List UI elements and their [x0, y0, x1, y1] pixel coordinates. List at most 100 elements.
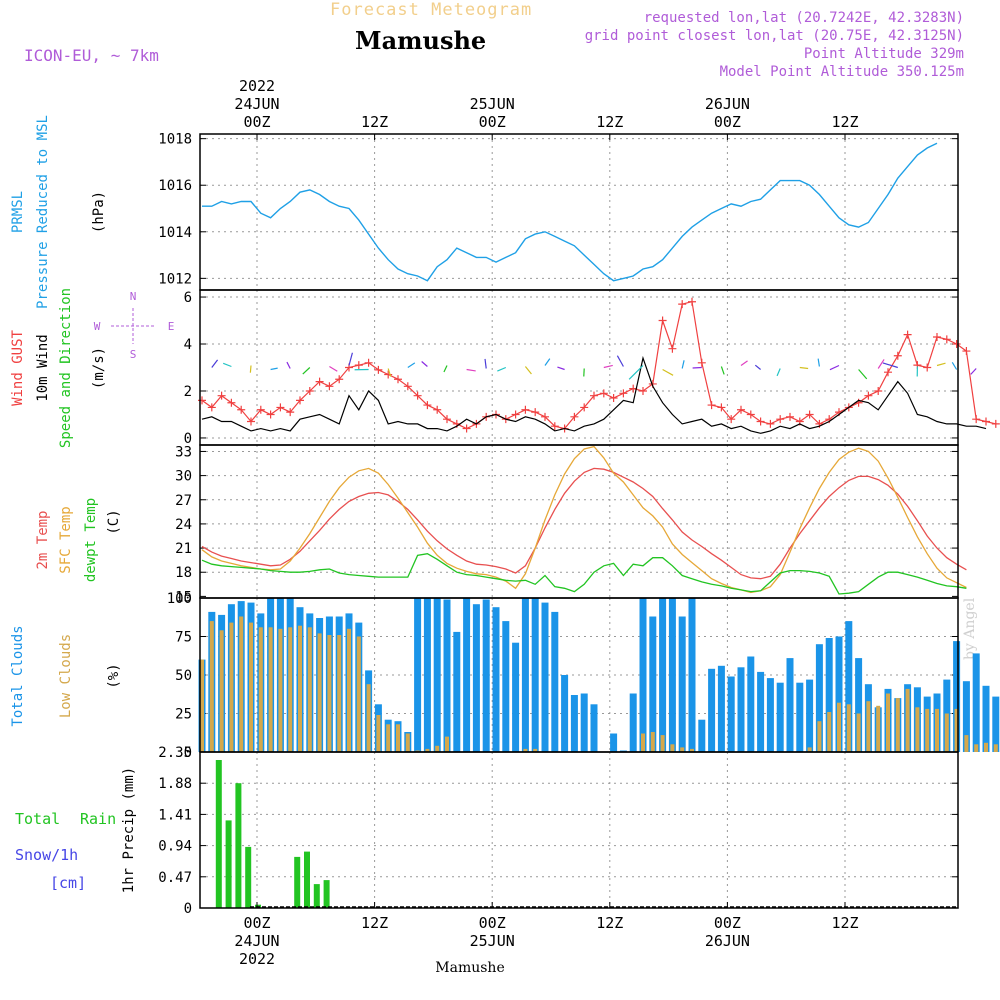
total-cloud-bar: [786, 658, 794, 752]
low-cloud-bar: [229, 622, 234, 752]
total-cloud-bar: [737, 667, 745, 752]
wind-direction-arrow: [681, 360, 685, 369]
top-time-label: 00Z: [714, 113, 741, 131]
wind-direction-arrow: [544, 358, 551, 366]
low-cloud-bar: [337, 635, 342, 752]
low-cloud-bar: [964, 735, 969, 752]
compass-west: W: [94, 320, 101, 333]
total-cloud-bar: [649, 616, 657, 752]
y-tick-label: 24: [175, 517, 192, 533]
gust-point: [276, 403, 285, 412]
wind-direction-arrow: [662, 368, 674, 376]
wind-direction-arrow: [329, 365, 338, 372]
gust-point: [982, 417, 990, 426]
low-cloud-bar: [219, 630, 224, 752]
low-cloud-bar: [827, 712, 832, 752]
top-time-label: 12Z: [596, 113, 623, 131]
wind-direction-arrow: [407, 362, 416, 369]
bottom-time-label: 00Z: [714, 914, 741, 932]
y-tick-label: 1.41: [158, 807, 192, 823]
gust-point: [413, 391, 422, 400]
sfc-line: [201, 445, 967, 594]
total-cloud-bar: [717, 665, 725, 752]
panel-frame-wind: [199, 289, 959, 446]
wind-direction-arrow: [603, 364, 613, 369]
compass-south: S: [130, 348, 137, 361]
low-cloud-bar: [533, 748, 538, 752]
wind-direction-arrow: [799, 366, 809, 370]
low-cloud-bar: [366, 684, 371, 752]
model-point-altitude: Model Point Altitude 350.125m: [719, 64, 964, 80]
total-cloud-bar: [845, 621, 853, 752]
y-tick-label: 21: [175, 541, 192, 557]
rain-label: Rain: [80, 810, 116, 828]
gust-point: [305, 386, 314, 395]
wind-direction-arrow: [557, 366, 565, 371]
y-tick-label: 2: [184, 384, 192, 400]
total-cloud-bar: [659, 598, 667, 752]
bottom-time-label: 24JUN: [234, 932, 279, 950]
total-cloud-bar: [561, 675, 569, 752]
gust-point: [286, 408, 295, 417]
compass-north: N: [130, 290, 137, 303]
t2m-line: [201, 467, 967, 580]
total-cloud-bar: [590, 704, 598, 752]
gust-point: [462, 424, 471, 433]
gust-point: [364, 358, 373, 367]
wind-direction-arrow: [951, 361, 958, 370]
total-cloud-bar: [766, 678, 774, 752]
low-clouds-label: Low Clouds: [58, 634, 74, 718]
y-tick-label: 0.94: [158, 839, 192, 855]
y-tick-label: 0: [184, 901, 192, 917]
gust-point: [394, 375, 402, 384]
gust-point: [256, 405, 265, 414]
y-tick-label: 1018: [158, 132, 192, 148]
model-label: ICON-EU, ~ 7km: [24, 46, 159, 65]
low-cloud-bar: [435, 745, 440, 752]
top-time-label: 24JUN: [234, 95, 279, 113]
total-cloud-bar: [835, 636, 843, 752]
gust-point: [423, 401, 432, 410]
low-cloud-bar: [396, 724, 400, 752]
low-cloud-bar: [993, 744, 998, 752]
total-cloud-bar: [972, 653, 980, 752]
low-cloud-bar: [807, 747, 812, 752]
top-time-label: 25JUN: [470, 95, 515, 113]
total-cloud-bar: [610, 733, 618, 752]
y-tick-label: 0: [184, 431, 192, 447]
low-cloud-bar: [670, 744, 675, 752]
snow-label: Snow/1h: [15, 846, 78, 864]
gust-point: [207, 403, 216, 412]
total-cloud-bar: [825, 638, 833, 752]
precip-unit: 1hr Precip (mm): [121, 767, 137, 893]
wind-direction-arrow: [443, 365, 448, 373]
total-cloud-bar: [541, 602, 549, 752]
t2m-label: 2m Temp: [35, 510, 51, 569]
gust-point: [942, 335, 951, 344]
wind-direction-arrow: [348, 352, 353, 366]
gust-point: [903, 330, 912, 339]
gust-point: [609, 394, 618, 403]
wind-direction-arrow: [754, 364, 761, 370]
panel-temperature: 15 18 21 24 27 30 33: [175, 444, 967, 605]
gust-point: [325, 382, 334, 391]
gust-point: [972, 415, 981, 424]
total-cloud-bar: [570, 695, 578, 752]
wind-direction-arrow: [466, 368, 476, 372]
temperature-unit: (C): [106, 509, 122, 534]
low-cloud-bar: [288, 627, 293, 752]
gust-point: [962, 347, 971, 356]
gust-point: [991, 419, 1000, 428]
gust-point: [717, 403, 726, 412]
gust-point: [746, 410, 755, 419]
gust-point: [296, 396, 304, 405]
low-cloud-bar: [268, 627, 273, 752]
low-cloud-bar: [944, 713, 949, 752]
total-cloud-bar: [708, 668, 716, 752]
low-cloud-bar: [690, 748, 694, 752]
low-cloud-bar: [817, 721, 822, 752]
total-cloud-bar: [433, 598, 441, 752]
total-cloud-bar: [747, 656, 755, 752]
rain-bar: [235, 783, 242, 908]
